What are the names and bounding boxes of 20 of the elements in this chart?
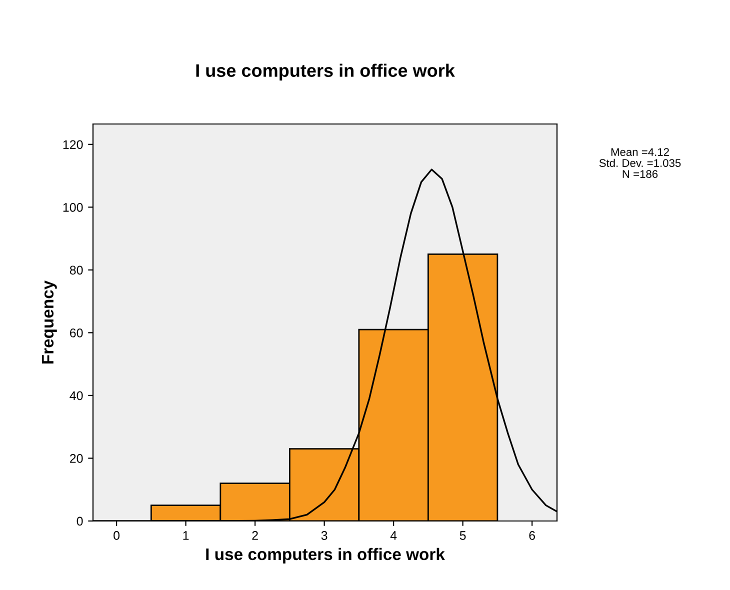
x-tick-label: 4 <box>390 531 397 540</box>
x-tick-label: 2 <box>252 531 258 540</box>
text: Mean =4.12 <box>611 148 669 156</box>
x-tick-label: 0 <box>114 531 120 540</box>
x-tick-label: 5 <box>460 531 466 540</box>
text: Std. Dev. =1.035 <box>599 158 681 167</box>
y-tick-label: 80 <box>70 266 83 275</box>
x-tick-label: 1 <box>183 531 189 540</box>
y-tick-label: 40 <box>70 391 83 400</box>
y-axis-title: Frequency <box>42 280 57 364</box>
x-tick-label: 6 <box>529 531 535 540</box>
chart-title: I use computers in office work <box>196 64 455 81</box>
text: N =186 <box>622 170 658 178</box>
x-axis-title: I use computers in office work <box>206 548 445 564</box>
y-tick-label: 120 <box>63 140 83 150</box>
y-tick-label: 60 <box>70 328 83 338</box>
x-tick-label: 3 <box>321 531 328 540</box>
y-tick-label: 100 <box>63 202 83 212</box>
y-tick-label: 20 <box>70 454 83 463</box>
y-tick-label: 0 <box>76 516 83 526</box>
